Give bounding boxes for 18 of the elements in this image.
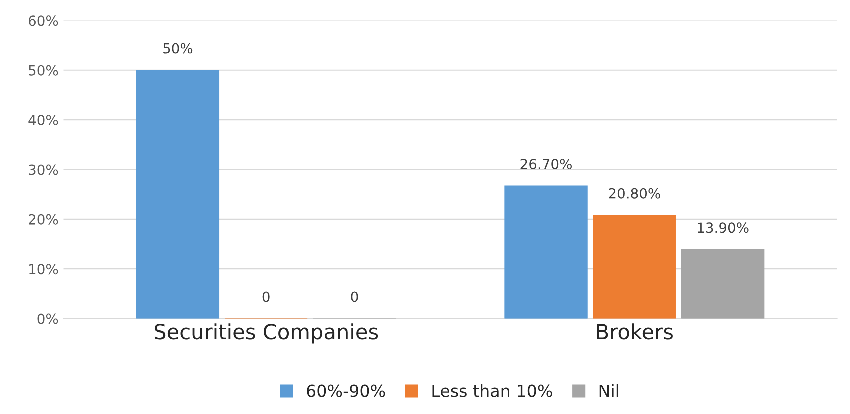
legend-label: 60%-90% [307,384,386,398]
legend-label: Nil [600,384,618,398]
data-label: 0 [351,292,358,302]
data-label: 26.70% [520,159,572,170]
y-tick-label: 10% [30,264,58,275]
x-tick-label: Brokers [597,324,673,340]
y-tick-label: 60% [28,16,58,26]
data-label: 20.80% [609,188,660,199]
legend-label: Less than 10% [432,384,552,398]
y-tick-label: 40% [28,115,58,126]
y-tick-label: 0% [38,314,58,324]
data-label: 13.90% [698,222,749,234]
x-tick-label: Securities Companies [154,324,378,344]
data-label: 50% [164,43,193,54]
y-tick-label: 50% [29,65,58,76]
data-label: 0 [262,292,270,302]
y-tick-label: 30% [29,164,58,176]
y-tick-label: 20% [29,214,58,225]
